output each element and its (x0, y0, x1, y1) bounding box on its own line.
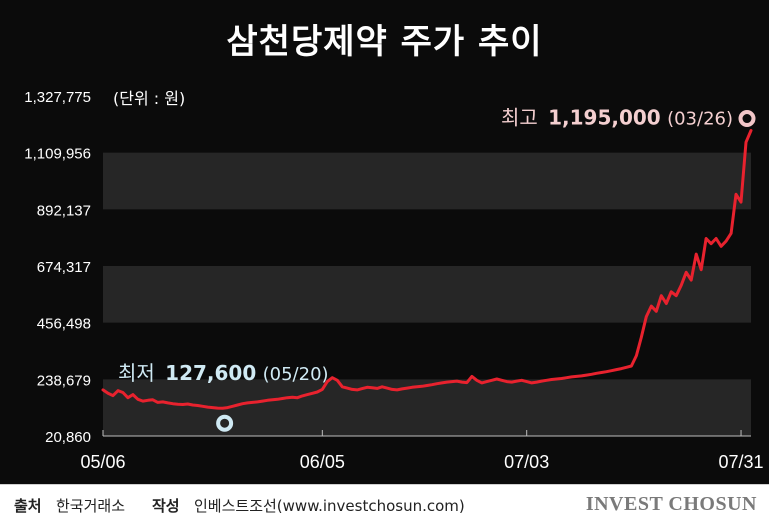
min-date: (05/20) (263, 364, 329, 385)
grid-band (103, 379, 751, 436)
max-marker (738, 110, 756, 128)
x-tick-label: 07/31 (719, 452, 764, 472)
x-tick-label: 05/06 (80, 452, 125, 472)
x-axis: 05/06 06/05 07/03 07/31 (80, 430, 764, 472)
max-prefix: 최고 (501, 106, 538, 130)
grid-bands (103, 152, 751, 436)
unit-label: (단위 : 원) (113, 89, 185, 108)
price-chart: 1,327,775 1,109,956 892,137 674,317 456,498 2… (0, 0, 769, 484)
source-value: 한국거래소 (56, 497, 126, 515)
y-tick-label: 674,317 (37, 259, 91, 276)
page-title: 삼천당제약 주가 추이 (226, 22, 543, 62)
y-tick-label: 238,679 (37, 372, 91, 389)
source-label: 출처 (14, 497, 42, 515)
grid-band (103, 266, 751, 323)
min-prefix: 최저 (118, 361, 155, 385)
y-tick-label: 1,109,956 (24, 146, 91, 163)
max-date: (03/26) (667, 109, 733, 130)
brand-logo: INVEST CHOSUN (585, 493, 757, 515)
x-tick-label: 06/05 (300, 452, 345, 472)
series-line (101, 129, 753, 410)
max-value: 1,195,000 (548, 106, 661, 130)
min-marker (216, 414, 234, 432)
y-tick-label: 892,137 (37, 202, 91, 219)
y-tick-label: 1,327,775 (24, 89, 91, 106)
max-annotation: 최고 1,195,000 (03/26) (501, 106, 733, 130)
y-tick-label: 456,498 (37, 316, 91, 333)
x-tick-label: 07/03 (504, 452, 549, 472)
min-value: 127,600 (165, 361, 256, 385)
footer: 출처 한국거래소 작성 인베스트조선(www.investchosun.com)… (0, 484, 769, 522)
y-axis: 1,327,775 1,109,956 892,137 674,317 456,498 2… (24, 89, 91, 446)
y-tick-label: 20,860 (45, 429, 91, 446)
author-label: 작성 (152, 497, 180, 515)
author-value: 인베스트조선(www.investchosun.com) (194, 497, 465, 515)
grid-band (103, 152, 751, 210)
min-annotation: 최저 127,600 (05/20) (118, 361, 329, 385)
